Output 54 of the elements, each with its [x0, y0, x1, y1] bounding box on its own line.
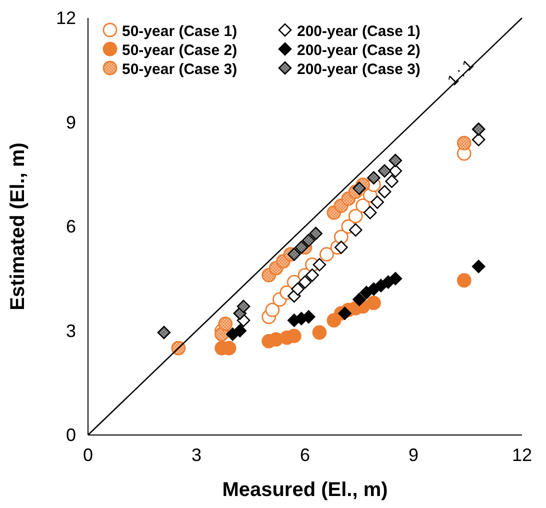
point: [472, 260, 486, 274]
point: [294, 240, 308, 254]
x-tick-label: 0: [82, 445, 94, 465]
point: [320, 247, 334, 262]
point: [306, 268, 319, 282]
legend-label: 200-year (Case 1): [297, 23, 420, 40]
x-tick-label: 12: [512, 445, 532, 465]
point: [312, 258, 326, 272]
point: [456, 136, 472, 150]
point: [265, 302, 280, 318]
point: [312, 325, 327, 340]
point: [388, 164, 402, 178]
point: [302, 234, 316, 248]
point: [288, 248, 301, 261]
y-tick-label: 6: [66, 216, 76, 236]
y-tick-label: 3: [66, 320, 76, 341]
point: [378, 164, 392, 178]
point: [385, 174, 398, 188]
point: [309, 226, 322, 240]
y-tick-label: 0: [66, 425, 76, 445]
point: [352, 182, 366, 195]
point: [388, 154, 402, 168]
legend-label: 50-year (Case 2): [122, 42, 238, 59]
point: [291, 282, 304, 296]
y-axis-title: Estimated (El., m): [7, 142, 29, 310]
x-tick-label: 3: [191, 445, 202, 465]
point: [472, 122, 486, 136]
point: [367, 171, 380, 184]
point: [348, 208, 363, 224]
legend-label: 50-year (Case 3): [122, 61, 238, 78]
point: [218, 316, 233, 331]
y-tick-label: 12: [56, 8, 76, 28]
point: [472, 132, 486, 146]
point: [348, 223, 362, 237]
point: [363, 206, 377, 220]
point: [366, 296, 381, 310]
point: [157, 326, 171, 340]
point: [338, 306, 352, 320]
x-tick-label: 9: [408, 445, 419, 465]
point: [236, 300, 250, 314]
x-axis-title: Measured (El., m): [222, 479, 388, 501]
y-tick-label: 9: [66, 112, 76, 132]
legend-label: 200-year (Case 2): [297, 42, 420, 59]
point: [370, 196, 384, 209]
point: [334, 240, 348, 254]
legend-label: 200-year (Case 3): [297, 61, 420, 78]
point: [388, 272, 402, 286]
point: [233, 324, 247, 338]
point: [352, 292, 366, 306]
point: [378, 185, 392, 198]
x-tick-label: 6: [300, 445, 310, 465]
point: [456, 273, 472, 288]
point: [298, 275, 312, 289]
legend-label: 50-year (Case 1): [122, 23, 238, 40]
